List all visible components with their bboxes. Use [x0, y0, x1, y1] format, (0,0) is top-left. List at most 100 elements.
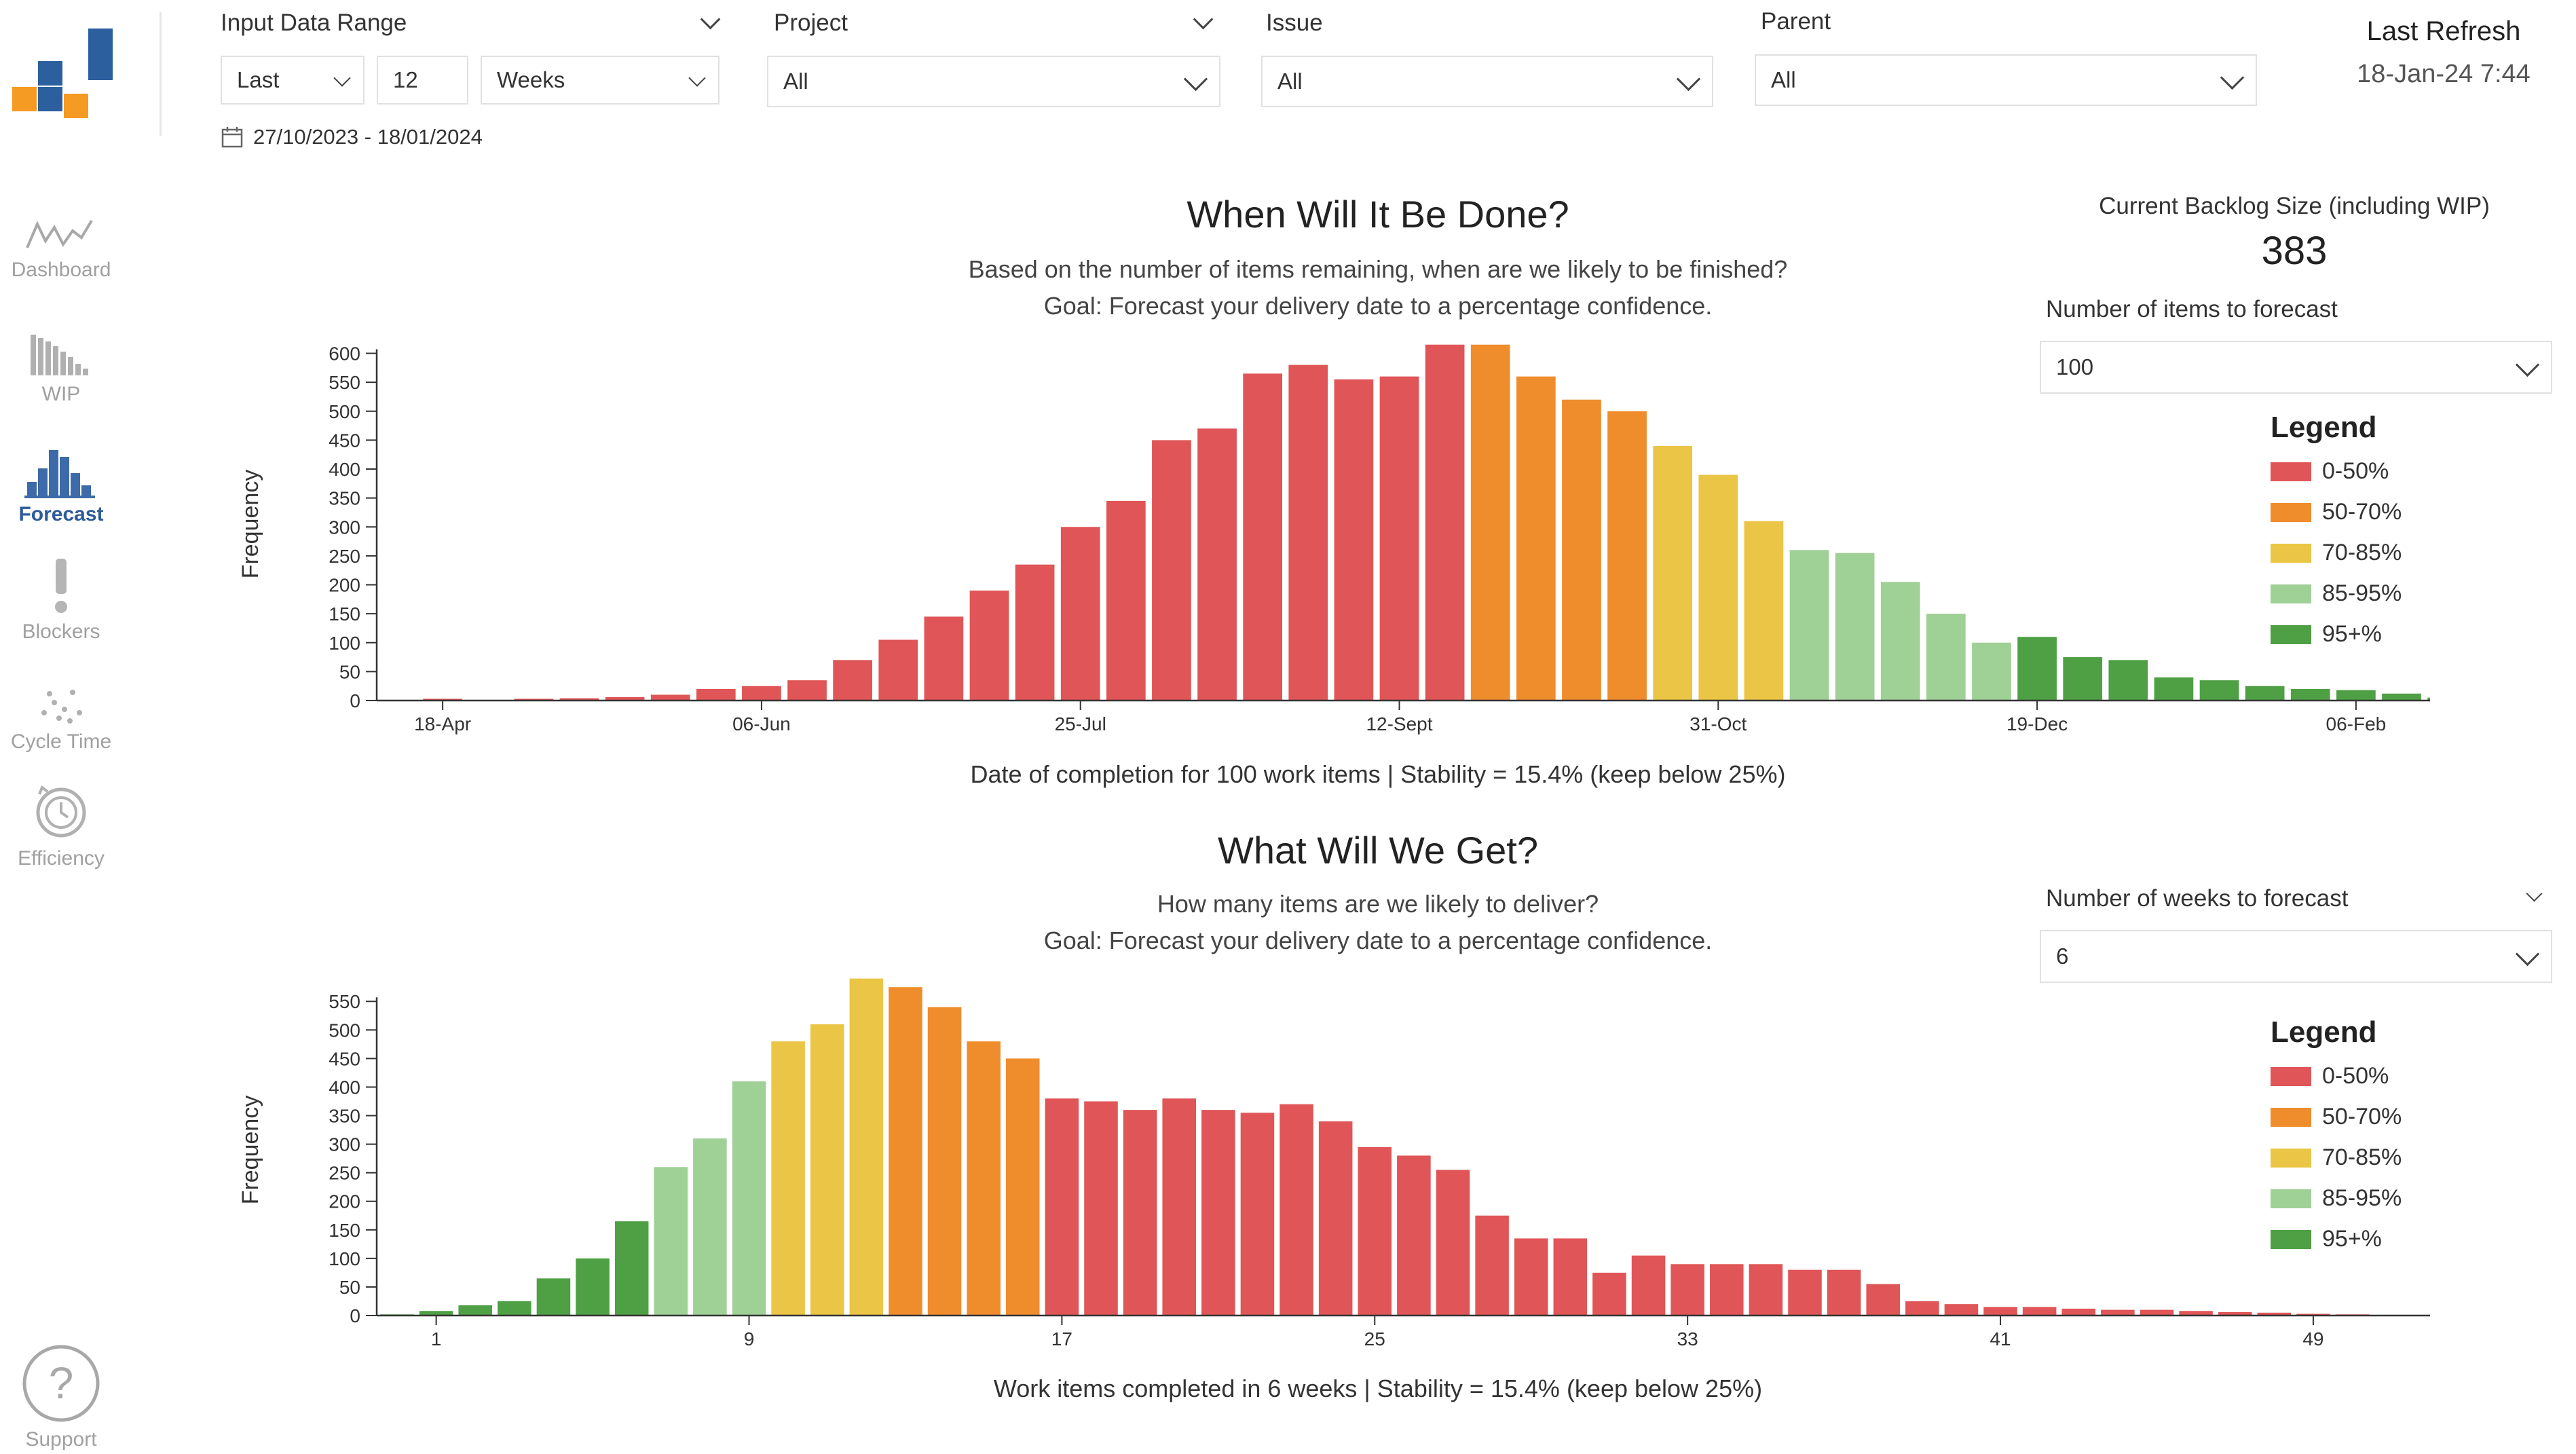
- histogram-bar: [693, 1138, 727, 1316]
- sidebar-item-label: Forecast: [18, 503, 104, 525]
- sidebar-item-forecast[interactable]: Forecast: [0, 445, 122, 526]
- y-tick-label: 450: [329, 430, 360, 451]
- wip-icon: [31, 335, 88, 375]
- range-count-input[interactable]: 12: [377, 56, 468, 105]
- histogram-bar: [1516, 376, 1556, 701]
- histogram-bar: [2063, 657, 2103, 701]
- x-tick-label: 25-Jul: [1055, 713, 1106, 734]
- histogram-bar: [810, 1024, 844, 1316]
- histogram-bar: [732, 1081, 766, 1316]
- histogram-bar: [1592, 1272, 1626, 1316]
- histogram-bar: [967, 1041, 1001, 1316]
- legend-swatch: [2271, 1148, 2311, 1168]
- histogram-bar: [1607, 411, 1647, 701]
- histogram-bar: [1983, 1307, 2017, 1316]
- legend-swatch: [2271, 1189, 2311, 1208]
- sidebar-item-label: Blockers: [22, 620, 100, 643]
- histogram-bar: [536, 1278, 571, 1316]
- issue-select[interactable]: All: [1261, 56, 1713, 107]
- histogram-bar: [2154, 677, 2194, 701]
- histogram-bar: [696, 688, 736, 701]
- forecast-items-select[interactable]: 100: [2040, 341, 2552, 394]
- histogram-bar: [576, 1258, 610, 1316]
- sidebar-item-support[interactable]: ? Support: [0, 1343, 122, 1451]
- app-logo: [12, 27, 114, 126]
- histogram-bar: [2017, 637, 2057, 701]
- histogram-bar: [2140, 1309, 2174, 1316]
- histogram-bar: [1060, 527, 1100, 701]
- histogram-bar: [1106, 500, 1146, 701]
- backlog-label: Current Backlog Size (including WIP): [2099, 193, 2490, 219]
- input-range-chevron-icon[interactable]: [700, 9, 721, 30]
- y-tick-label: 350: [329, 488, 360, 509]
- histogram-bar: [833, 660, 872, 701]
- histogram-bar: [498, 1301, 531, 1316]
- forecast-weeks-label: Number of weeks to forecast: [2046, 885, 2349, 912]
- legend-2: Legend 0-50% 50-70% 70-85% 85-95% 95+%: [2271, 1015, 2488, 1260]
- chart2-title: What Will We Get?: [1218, 829, 1538, 872]
- chevron-down-icon: [1183, 67, 1208, 92]
- blockers-icon: [55, 559, 67, 613]
- histogram-bar: [969, 591, 1009, 701]
- histogram-bar: [1123, 1110, 1157, 1316]
- x-tick-label: 19-Dec: [2006, 713, 2068, 734]
- legend-item: 95+%: [2271, 621, 2382, 648]
- histogram-bar: [1084, 1101, 1118, 1316]
- sidebar-item-wip[interactable]: WIP: [0, 331, 122, 406]
- forecast-weeks-value: 6: [2056, 944, 2069, 969]
- legend-label: 95+%: [2322, 1226, 2382, 1252]
- cycle-time-icon: [41, 690, 82, 724]
- sidebar-item-cycle-time[interactable]: Cycle Time: [0, 679, 122, 753]
- forecast-weeks-select[interactable]: 6: [2040, 930, 2552, 983]
- legend-label: 85-95%: [2322, 580, 2402, 606]
- sidebar-item-blockers[interactable]: Blockers: [0, 555, 122, 644]
- input-range-label: Input Data Range: [221, 10, 407, 36]
- histogram-bar: [1827, 1269, 1861, 1316]
- chart2-goal: Goal: Forecast your delivery date to a p…: [1043, 927, 1713, 954]
- histogram-bar: [1972, 642, 2011, 701]
- y-tick-label: 400: [329, 1077, 360, 1098]
- y-tick-label: 450: [329, 1048, 360, 1069]
- chevron-down-icon: [2515, 352, 2540, 377]
- legend-item: 0-50%: [2271, 1063, 2389, 1089]
- sidebar-item-efficiency[interactable]: Efficiency: [0, 782, 122, 870]
- chart1-goal: Goal: Forecast your delivery date to a p…: [1043, 292, 1713, 320]
- x-tick-label: 49: [2302, 1328, 2323, 1349]
- efficiency-icon: [36, 785, 86, 838]
- sidebar-item-label: Efficiency: [18, 847, 105, 870]
- logo-icon: [12, 29, 113, 118]
- legend-label: 50-70%: [2322, 499, 2402, 525]
- x-tick-label: 1: [431, 1328, 442, 1349]
- legend-item: 85-95%: [2271, 580, 2402, 607]
- x-tick-label: 18-Apr: [414, 713, 471, 734]
- dashboard-icon: [26, 219, 93, 248]
- svg-text:?: ?: [49, 1358, 74, 1408]
- forecast-icon: [24, 450, 95, 498]
- histogram-bar: [2218, 1311, 2252, 1316]
- histogram-bar: [1201, 1110, 1235, 1316]
- range-unit-select[interactable]: Weeks: [481, 56, 720, 105]
- histogram-bar: [924, 616, 964, 701]
- sidebar-item-dashboard[interactable]: Dashboard: [0, 207, 122, 282]
- histogram-bar: [2245, 686, 2285, 701]
- histogram-bar: [1162, 1098, 1196, 1316]
- x-tick-label: 06-Jun: [732, 713, 791, 734]
- histogram-bar: [1749, 1264, 1783, 1316]
- range-mode-select[interactable]: Last: [221, 56, 365, 105]
- y-tick-label: 600: [329, 343, 360, 365]
- histogram-bar: [1562, 399, 1601, 701]
- project-chevron-icon[interactable]: [1193, 9, 1214, 30]
- parent-select[interactable]: All: [1755, 54, 2257, 106]
- legend-swatch: [2271, 1066, 2311, 1086]
- project-select[interactable]: All: [767, 56, 1220, 107]
- sidebar-divider: [160, 12, 162, 136]
- histogram-bar: [2336, 690, 2376, 701]
- forecast-items-label: Number of items to forecast: [2046, 296, 2338, 322]
- histogram-bar: [1436, 1170, 1470, 1316]
- issue-label: Issue: [1266, 10, 1323, 36]
- histogram-bar: [1789, 550, 1829, 701]
- histogram-bar: [2108, 660, 2148, 701]
- y-tick-label: 0: [350, 690, 360, 711]
- forecast-weeks-chevron-icon[interactable]: [2526, 885, 2543, 902]
- legend-item: 50-70%: [2271, 499, 2402, 525]
